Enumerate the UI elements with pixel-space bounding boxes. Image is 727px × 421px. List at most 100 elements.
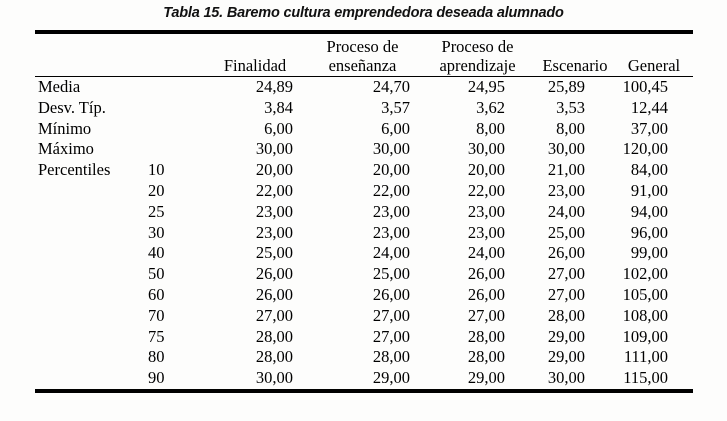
header-spacer xyxy=(35,56,145,77)
cell-proceso-ensenanza: 29,00 xyxy=(372,368,410,388)
cell-proceso-ensenanza: 24,70 xyxy=(372,77,410,96)
cell-general: 111,00 xyxy=(623,347,668,367)
cell-general: 91,00 xyxy=(630,180,668,200)
row-label xyxy=(35,202,145,223)
column-header-line1 xyxy=(615,32,693,56)
cell-escenario: 8,00 xyxy=(556,118,585,138)
cell-proceso-aprendizaje: 28,00 xyxy=(467,347,505,367)
cell-escenario: 29,00 xyxy=(547,347,585,367)
cell-escenario: 30,00 xyxy=(547,139,585,159)
cell-proceso-ensenanza: 25,00 xyxy=(372,264,410,284)
column-header: aprendizaje xyxy=(420,56,535,77)
cell-finalidad: 28,00 xyxy=(255,326,293,346)
percentile-value: 70 xyxy=(148,305,165,325)
baremo-table: Proceso de Proceso de Finalidad enseñanza a… xyxy=(35,30,693,393)
percentile-value: 30 xyxy=(148,222,165,242)
header-row-line2: Finalidad enseñanza aprendizaje Escenario Ge… xyxy=(35,56,693,77)
cell-general: 108,00 xyxy=(622,305,668,325)
percentile-value: 80 xyxy=(148,347,165,367)
column-header: Escenario xyxy=(535,56,615,77)
document-page: Tabla 15. Baremo cultura emprendedora de… xyxy=(35,5,693,393)
cell-proceso-ensenanza: 26,00 xyxy=(372,284,410,304)
table-row: Media 24,89 24,70 24,95 25,89 100,45 xyxy=(35,77,693,98)
cell-finalidad: 24,89 xyxy=(255,77,293,96)
table-row: 25 23,00 23,00 23,00 24,00 94,00 xyxy=(35,202,693,223)
column-header-line1 xyxy=(535,32,615,56)
header-spacer xyxy=(145,56,205,77)
row-label: Máximo xyxy=(38,139,94,159)
cell-finalidad: 30,00 xyxy=(255,139,293,159)
table-header: Proceso de Proceso de Finalidad enseñanza a… xyxy=(35,32,693,77)
cell-finalidad: 27,00 xyxy=(255,305,293,325)
percentile-value: 75 xyxy=(148,326,165,346)
cell-proceso-ensenanza: 24,00 xyxy=(372,243,410,263)
row-label xyxy=(35,181,145,202)
header-row-line1: Proceso de Proceso de xyxy=(35,32,693,56)
cell-proceso-ensenanza: 6,00 xyxy=(381,118,410,138)
cell-proceso-ensenanza: 20,00 xyxy=(372,160,410,180)
cell-proceso-aprendizaje: 22,00 xyxy=(467,180,505,200)
cell-escenario: 21,00 xyxy=(547,160,585,180)
cell-escenario: 25,00 xyxy=(547,222,585,242)
cell-proceso-aprendizaje: 23,00 xyxy=(467,201,505,221)
table-row: 60 26,00 26,00 26,00 27,00 105,00 xyxy=(35,285,693,306)
cell-general: 94,00 xyxy=(630,201,668,221)
cell-general: 12,44 xyxy=(630,97,668,117)
cell-proceso-ensenanza: 22,00 xyxy=(372,180,410,200)
header-spacer xyxy=(145,32,205,56)
column-header-line1: Proceso de xyxy=(326,37,399,56)
cell-escenario: 24,00 xyxy=(547,201,585,221)
cell-finalidad: 20,00 xyxy=(255,160,293,180)
cell-finalidad: 25,00 xyxy=(255,243,293,263)
cell-escenario: 30,00 xyxy=(547,368,585,388)
cell-general: 105,00 xyxy=(622,284,668,304)
table-row: 20 22,00 22,00 22,00 23,00 91,00 xyxy=(35,181,693,202)
cell-general: 37,00 xyxy=(630,118,668,138)
cell-proceso-ensenanza: 30,00 xyxy=(372,139,410,159)
cell-escenario: 26,00 xyxy=(547,243,585,263)
cell-general: 96,00 xyxy=(630,222,668,242)
percentile-value: 40 xyxy=(148,243,165,263)
cell-finalidad: 28,00 xyxy=(255,347,293,367)
table-row: 75 28,00 27,00 28,00 29,00 109,00 xyxy=(35,327,693,348)
row-label: Desv. Típ. xyxy=(38,97,106,117)
row-label xyxy=(35,223,145,244)
table-row: Percentiles 10 20,00 20,00 20,00 21,00 8… xyxy=(35,160,693,181)
row-label xyxy=(35,243,145,264)
header-spacer xyxy=(35,32,145,56)
cell-proceso-aprendizaje: 27,00 xyxy=(467,305,505,325)
cell-proceso-aprendizaje: 29,00 xyxy=(467,368,505,388)
cell-finalidad: 30,00 xyxy=(255,368,293,388)
percentile-value: 25 xyxy=(148,201,165,221)
cell-proceso-aprendizaje: 24,00 xyxy=(467,243,505,263)
cell-proceso-ensenanza: 23,00 xyxy=(372,222,410,242)
cell-escenario: 27,00 xyxy=(547,284,585,304)
row-label xyxy=(35,264,145,285)
percentile-value: 10 xyxy=(148,160,165,180)
cell-escenario: 3,53 xyxy=(556,97,585,117)
table-row: Máximo 30,00 30,00 30,00 30,00 120,00 xyxy=(35,139,693,160)
row-label: Media xyxy=(38,77,81,96)
cell-proceso-aprendizaje: 20,00 xyxy=(467,160,505,180)
cell-proceso-aprendizaje: 8,00 xyxy=(476,118,505,138)
cell-proceso-aprendizaje: 24,95 xyxy=(467,77,505,96)
table-caption: Tabla 15. Baremo cultura emprendedora de… xyxy=(163,5,564,21)
cell-general: 102,00 xyxy=(622,264,668,284)
table-row: 40 25,00 24,00 24,00 26,00 99,00 xyxy=(35,243,693,264)
table-row: Mínimo 6,00 6,00 8,00 8,00 37,00 xyxy=(35,119,693,140)
row-label xyxy=(35,327,145,348)
cell-proceso-aprendizaje: 30,00 xyxy=(467,139,505,159)
cell-escenario: 28,00 xyxy=(547,305,585,325)
column-header-line1: Proceso de xyxy=(441,37,514,56)
cell-general: 120,00 xyxy=(622,139,668,159)
cell-proceso-ensenanza: 27,00 xyxy=(372,326,410,346)
row-label xyxy=(35,347,145,368)
percentile-value: 90 xyxy=(148,368,165,388)
cell-escenario: 25,89 xyxy=(547,77,585,96)
row-label: Mínimo xyxy=(38,118,92,138)
cell-proceso-aprendizaje: 26,00 xyxy=(467,264,505,284)
cell-proceso-aprendizaje: 26,00 xyxy=(467,284,505,304)
cell-escenario: 29,00 xyxy=(547,326,585,346)
table-row: 30 23,00 23,00 23,00 25,00 96,00 xyxy=(35,223,693,244)
cell-finalidad: 23,00 xyxy=(255,201,293,221)
